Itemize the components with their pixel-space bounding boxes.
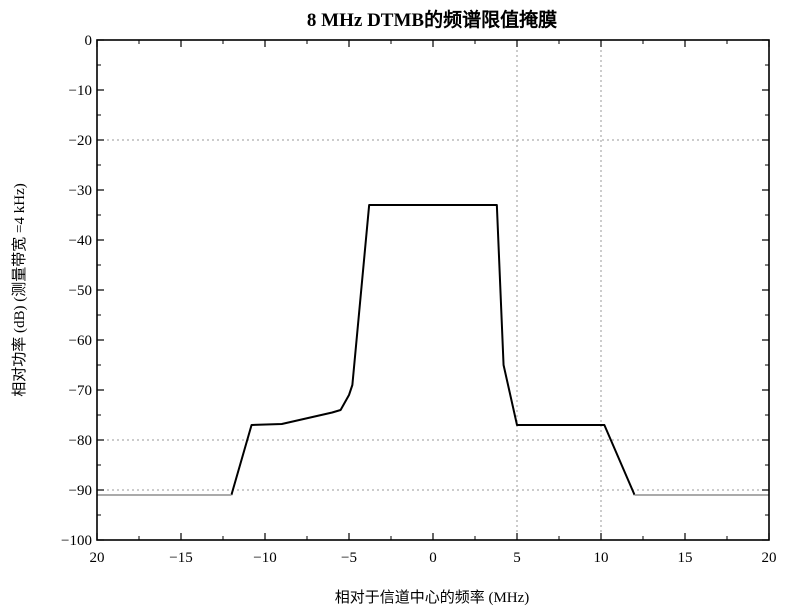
y-tick-label: −50 <box>69 283 92 299</box>
x-tick-label: 10 <box>594 550 609 566</box>
y-tick-label: −90 <box>69 483 92 499</box>
x-tick-label: 20 <box>762 550 777 566</box>
x-tick-label: 20 <box>90 550 105 566</box>
y-tick-label: −60 <box>69 333 92 349</box>
y-tick-label: −100 <box>61 533 92 549</box>
x-axis-label: 相对于信道中心的频率 (MHz) <box>335 589 530 606</box>
series-line <box>230 204 636 496</box>
chart-title: 8 MHz DTMB的频谱限值掩膜 <box>307 8 557 31</box>
plot-frame <box>96 39 770 541</box>
y-tick-label: −40 <box>69 233 92 249</box>
x-tick-label: −5 <box>341 550 357 566</box>
x-tick-label: 0 <box>429 550 437 566</box>
y-tick-label: −70 <box>69 383 92 399</box>
y-tick-label: −10 <box>69 83 92 99</box>
y-tick-label: −30 <box>69 183 92 199</box>
x-tick-label: 5 <box>513 550 521 566</box>
series-lines <box>97 204 769 496</box>
x-tick-label: −10 <box>253 550 276 566</box>
y-tick-label: −20 <box>69 133 92 149</box>
x-tick-label: −15 <box>169 550 192 566</box>
grid-lines <box>97 40 769 540</box>
y-tick-labels: 0 −10 −20 −30 −40 −50 −60 −70 −80 −90 −100 <box>61 33 92 549</box>
x-tick-label: 15 <box>678 550 693 566</box>
axis-ticks <box>96 39 770 541</box>
y-tick-label: 0 <box>85 33 93 49</box>
x-tick-labels: 20 −15 −10 −5 0 5 10 15 20 <box>90 550 777 566</box>
y-axis-label: 相对功率 (dB) (测量带宽 =4 kHz) <box>11 183 28 396</box>
y-tick-label: −80 <box>69 433 92 449</box>
